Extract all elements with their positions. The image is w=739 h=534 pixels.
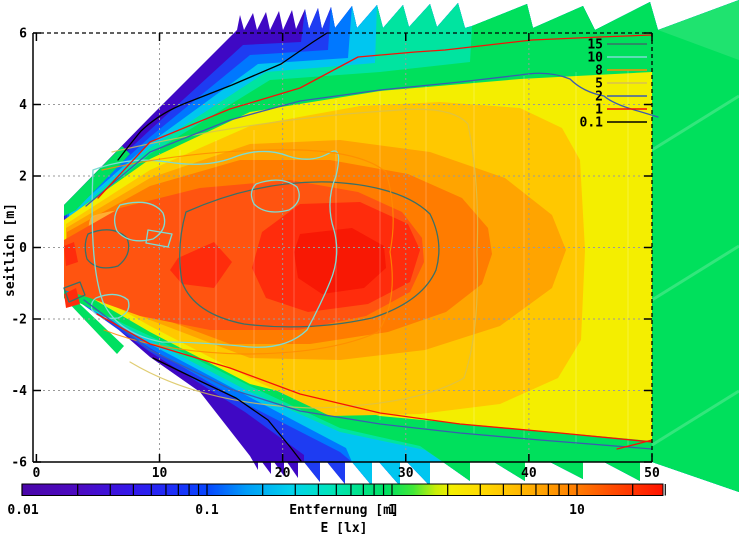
band-deep-red xyxy=(294,228,386,294)
contour-8 xyxy=(101,149,394,355)
x-axis-label: Entfernung [m] xyxy=(289,503,399,518)
apex-rim-bottom xyxy=(64,289,124,354)
x-tick-label: 40 xyxy=(521,466,537,481)
contour-10 xyxy=(90,150,340,348)
beam-surface xyxy=(64,0,739,492)
legend-label: 10 xyxy=(587,51,603,66)
x-tick-label: 20 xyxy=(275,466,291,481)
contour-0.1 xyxy=(117,32,328,462)
colorbar-tick-label: 0.1 xyxy=(195,503,219,518)
x-tick-label: 0 xyxy=(32,466,40,481)
contour-1 xyxy=(96,34,653,450)
colorbar-gradient xyxy=(21,483,664,496)
y-tick-label: -4 xyxy=(11,384,27,399)
x-tick-label: 10 xyxy=(152,466,168,481)
legend-label: 0.1 xyxy=(580,116,604,131)
y-axis-label: seitlich [m] xyxy=(3,203,18,297)
legend-label: 5 xyxy=(595,77,603,92)
legend-label: 1 xyxy=(595,103,603,118)
colorbar-tick-label: 0.01 xyxy=(7,503,38,518)
x-tick-label: 50 xyxy=(644,466,660,481)
y-tick-label: 2 xyxy=(19,170,27,185)
x-tick-label: 30 xyxy=(398,466,414,481)
y-tick-label: 6 xyxy=(19,27,27,42)
colorbar-tick-label: 10 xyxy=(569,503,585,518)
colorbar-tick-labels: 0.01 0.1 1 10 xyxy=(7,503,585,518)
overflow-highlight xyxy=(658,0,739,60)
legend-label: 8 xyxy=(595,64,603,79)
gridlines xyxy=(33,33,652,462)
colorbar-label: E [lx] xyxy=(321,521,368,534)
contour-5 xyxy=(111,108,479,409)
y-tick-label: 0 xyxy=(19,241,27,256)
contour-lines xyxy=(63,32,659,462)
overflow-seams xyxy=(651,94,739,447)
colorbar-ticks xyxy=(21,484,666,496)
y-tick-label: -6 xyxy=(11,456,27,471)
y-tick-label: -2 xyxy=(11,313,27,328)
contour-2 xyxy=(83,72,659,450)
legend-label: 15 xyxy=(587,38,603,53)
colorbar: 0.01 0.1 1 10 xyxy=(7,483,666,518)
colorbar-tick-label: 1 xyxy=(388,503,396,518)
y-tick-label: 4 xyxy=(19,98,27,113)
legend-label: 2 xyxy=(595,90,603,105)
